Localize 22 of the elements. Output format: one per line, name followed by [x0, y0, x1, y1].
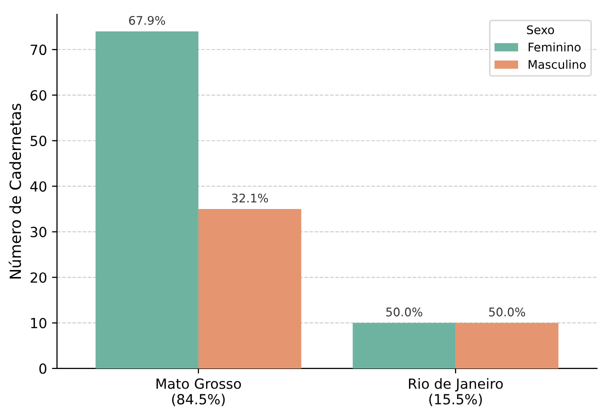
annotation: 50.0%: [386, 308, 422, 316]
annotation: 67.9%: [129, 16, 166, 25]
y-tick-label: 20: [30, 272, 46, 283]
y-tick-label: 10: [31, 318, 46, 328]
y-tick-label: 40: [30, 181, 46, 192]
bar: [96, 31, 198, 368]
y-tick-label: 30: [30, 226, 46, 238]
y-tick-label: 70: [30, 44, 46, 56]
legend-label: Masculino: [528, 60, 586, 69]
bar: [198, 209, 302, 368]
y-axis-title: Número de Cadernetas: [8, 104, 22, 278]
annotation: 50.0%: [489, 308, 526, 316]
bar: [456, 322, 558, 368]
legend-title: Sexo: [527, 25, 554, 34]
y-tick-label: 0: [39, 363, 46, 374]
y-tick-label: 60: [30, 90, 46, 101]
x-tick-label: Rio de Janeiro (15.5%): [408, 378, 503, 406]
bar: [352, 322, 456, 368]
y-tick-label: 50: [30, 136, 46, 146]
x-tick-label: Mato Grosso (84.5%): [156, 378, 241, 406]
legend-label: Feminino: [528, 42, 581, 52]
annotation: 32.1%: [232, 194, 268, 203]
